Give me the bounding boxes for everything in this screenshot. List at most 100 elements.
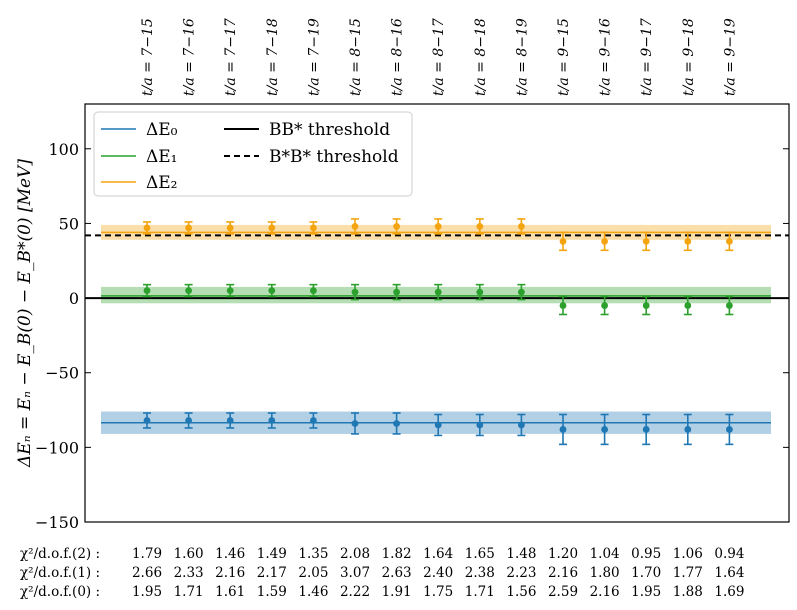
chi2-value: 1.80 — [590, 565, 620, 581]
data-point — [310, 287, 317, 295]
data-point — [684, 237, 692, 245]
chi2-value: 3.07 — [340, 565, 370, 581]
chi2-value: 1.61 — [215, 584, 245, 600]
y-tick-label: 50 — [59, 214, 79, 233]
y-tick-label: −100 — [35, 438, 79, 457]
chi2-value: 0.95 — [631, 546, 661, 562]
chi2-value: 2.23 — [506, 565, 536, 581]
chi2-value: 1.20 — [548, 546, 578, 562]
chi2-value: 1.71 — [174, 584, 204, 600]
chi2-value: 1.65 — [465, 546, 495, 562]
data-point — [393, 288, 400, 296]
data-point — [684, 302, 692, 309]
chi2-value: 1.71 — [465, 584, 495, 600]
data-point — [642, 426, 650, 433]
legend-label-e0: ΔE₀ — [146, 120, 178, 140]
chi2-value: 1.79 — [132, 546, 162, 562]
chi2-value: 1.59 — [257, 584, 287, 600]
chi2-value: 1.35 — [298, 546, 328, 562]
fit-range-label: t/a = 7−19 — [306, 18, 322, 96]
chi2-value: 1.88 — [673, 584, 703, 600]
chi2-value: 1.06 — [673, 546, 703, 562]
fit-range-label: t/a = 9−17 — [639, 18, 655, 96]
data-point — [143, 417, 151, 424]
chi2-value: 2.33 — [174, 565, 204, 581]
fit-range-labels: t/a = 7−15 t/a = 7−16 t/a = 7−17 t/a = 7−18… — [140, 18, 738, 96]
data-point — [310, 224, 317, 232]
chi2-value: 2.59 — [548, 584, 578, 600]
y-axis-label: ΔEₙ = Eₙ − E_B(0) − E_B*(0) [MeV] — [15, 159, 35, 468]
data-point — [601, 426, 608, 433]
chi2-table: χ²/d.o.f.(2) : χ²/d.o.f.(1) : χ²/d.o.f.(… — [20, 546, 744, 600]
chi2-value: 1.48 — [506, 546, 536, 562]
legend-label-e1: ΔE₁ — [146, 147, 178, 167]
fit-range-label: t/a = 9−15 — [556, 18, 572, 96]
chi2-value: 1.56 — [506, 584, 536, 600]
data-point — [268, 417, 276, 424]
data-point — [268, 287, 276, 295]
legend-frame — [93, 111, 413, 197]
data-point — [642, 237, 650, 245]
data-point — [226, 287, 234, 295]
data-series — [143, 218, 734, 446]
legend-label-bsbs: B*B* threshold — [269, 147, 399, 167]
chi2-value: 1.69 — [714, 584, 744, 600]
chi2-value: 1.91 — [382, 584, 412, 600]
data-point — [726, 302, 733, 309]
chi2-label-2: χ²/d.o.f.(2) : — [20, 546, 100, 562]
chi2-value: 2.05 — [298, 565, 328, 581]
y-tick-label: −50 — [45, 364, 79, 383]
chi2-value: 1.75 — [423, 584, 453, 600]
chi2-value: 1.95 — [631, 584, 661, 600]
chi2-value: 1.64 — [714, 565, 744, 581]
data-point — [559, 237, 567, 245]
data-point — [684, 426, 692, 433]
chi2-label-1: χ²/d.o.f.(1) : — [20, 565, 100, 581]
data-point — [351, 420, 359, 427]
legend-label-e2: ΔE₂ — [146, 173, 178, 193]
chi2-value: 1.95 — [132, 584, 162, 600]
fit-range-label: t/a = 7−18 — [265, 18, 281, 96]
data-point — [518, 288, 525, 296]
data-point — [185, 287, 193, 295]
fit-range-label: t/a = 8−19 — [514, 18, 530, 96]
chi2-value: 1.49 — [257, 546, 287, 562]
fit-range-label: t/a = 9−18 — [681, 18, 697, 96]
fit-range-label: t/a = 9−19 — [722, 18, 738, 96]
fit-range-label: t/a = 8−17 — [431, 18, 447, 96]
chi2-value: 1.46 — [298, 584, 328, 600]
chi2-value: 1.64 — [423, 546, 453, 562]
data-point — [601, 237, 608, 245]
chi2-value: 0.94 — [714, 546, 744, 562]
chi2-value: 1.82 — [382, 546, 412, 562]
chi2-value: 2.40 — [423, 565, 453, 581]
data-point — [476, 288, 484, 296]
chi2-value: 1.77 — [673, 565, 703, 581]
data-point — [642, 302, 650, 309]
data-point — [226, 417, 234, 424]
plot-frame — [84, 103, 790, 523]
data-point — [601, 302, 608, 309]
data-point — [143, 224, 151, 232]
data-point — [476, 421, 484, 429]
data-point — [518, 223, 525, 230]
chi2-value: 1.70 — [631, 565, 661, 581]
data-point — [185, 224, 193, 232]
chi2-value: 2.66 — [132, 565, 162, 581]
chi2-label-0: χ²/d.o.f.(0) : — [20, 584, 100, 600]
data-point — [476, 223, 484, 230]
data-point — [559, 426, 567, 433]
fit-range-label: t/a = 9−16 — [598, 18, 614, 96]
y-tick-label: −150 — [35, 513, 79, 532]
data-point — [310, 417, 317, 424]
y-axis: −150 −100 −50 0 50 100 — [35, 140, 789, 532]
y-tick-label: 0 — [69, 289, 79, 308]
threshold-lines — [85, 234, 789, 300]
data-point — [185, 417, 193, 424]
data-point — [393, 420, 400, 427]
data-point — [351, 288, 359, 296]
fit-range-label: t/a = 8−16 — [390, 18, 406, 96]
data-point — [393, 223, 400, 230]
chi2-value: 2.38 — [465, 565, 495, 581]
